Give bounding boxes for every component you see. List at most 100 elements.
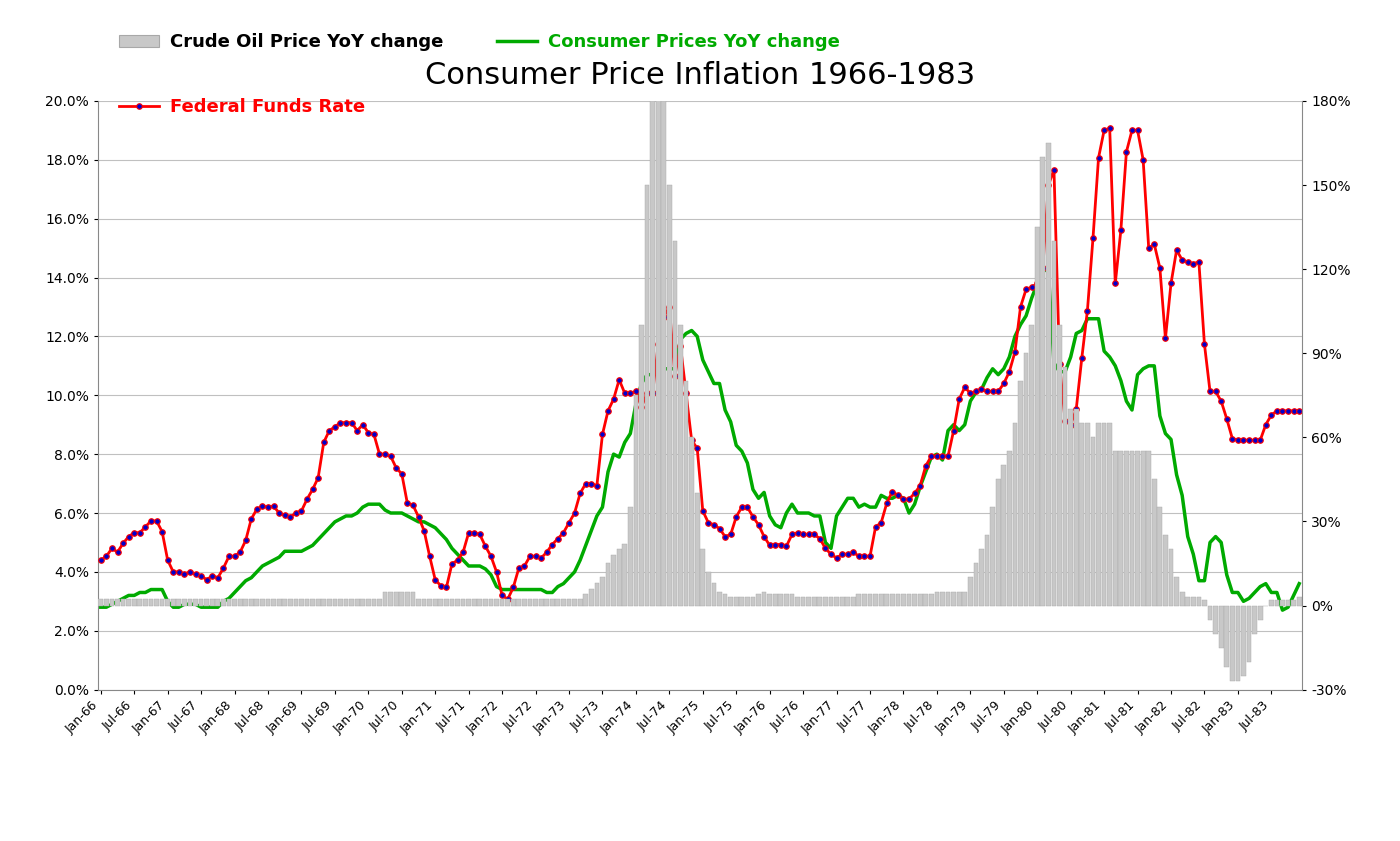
Bar	[466, 599, 470, 606]
Bar	[316, 599, 321, 606]
Bar	[1012, 423, 1018, 606]
Bar	[1231, 606, 1235, 681]
Bar	[132, 599, 137, 606]
Bar	[438, 599, 444, 606]
Bar	[489, 599, 493, 606]
Bar	[1096, 423, 1100, 606]
Bar	[1280, 600, 1285, 606]
Bar	[1152, 479, 1156, 606]
Bar	[354, 599, 360, 606]
Bar	[862, 595, 867, 606]
Bar	[778, 595, 783, 606]
Bar	[1057, 325, 1061, 606]
Bar	[951, 591, 956, 606]
Bar	[655, 73, 661, 606]
Bar	[1257, 606, 1263, 620]
Bar	[165, 599, 169, 606]
Bar	[171, 599, 175, 606]
Bar	[120, 599, 126, 606]
Bar	[962, 591, 967, 606]
Bar	[634, 395, 638, 606]
Bar	[266, 599, 270, 606]
Bar	[857, 595, 861, 606]
Bar	[913, 595, 917, 606]
Bar	[232, 599, 237, 606]
Bar	[1175, 578, 1179, 606]
Bar	[935, 591, 939, 606]
Bar	[907, 595, 911, 606]
Bar	[126, 599, 132, 606]
Bar	[956, 591, 962, 606]
Bar	[1040, 157, 1046, 606]
Bar	[444, 599, 449, 606]
Bar	[154, 599, 158, 606]
Bar	[294, 599, 298, 606]
Bar	[399, 591, 405, 606]
Bar	[1186, 597, 1190, 606]
Bar	[1023, 353, 1029, 606]
Bar	[343, 599, 349, 606]
Bar	[238, 599, 242, 606]
Bar	[829, 597, 833, 606]
Bar	[1252, 606, 1257, 633]
Bar	[322, 599, 326, 606]
Bar	[694, 494, 700, 606]
Bar	[255, 599, 259, 606]
Bar	[1180, 591, 1184, 606]
Bar	[784, 595, 788, 606]
Bar	[739, 597, 745, 606]
Bar	[283, 599, 287, 606]
Bar	[1119, 452, 1123, 606]
Bar	[661, 101, 666, 606]
Bar	[945, 591, 951, 606]
Bar	[260, 599, 265, 606]
Bar	[1113, 452, 1117, 606]
Bar	[137, 599, 143, 606]
Bar	[734, 597, 739, 606]
Bar	[244, 599, 248, 606]
Bar	[176, 599, 181, 606]
Bar	[672, 241, 678, 606]
Bar	[573, 599, 577, 606]
Bar	[1246, 606, 1252, 662]
Bar	[143, 599, 148, 606]
Bar	[193, 599, 197, 606]
Bar	[1141, 452, 1145, 606]
Bar	[410, 591, 416, 606]
Bar	[1214, 606, 1218, 633]
Bar	[517, 599, 521, 606]
Bar	[227, 599, 231, 606]
Bar	[924, 595, 928, 606]
Bar	[339, 599, 343, 606]
Bar	[840, 597, 844, 606]
Bar	[1107, 423, 1112, 606]
Bar	[846, 597, 850, 606]
Bar	[1007, 452, 1012, 606]
Bar	[818, 597, 822, 606]
Bar	[433, 599, 438, 606]
Bar	[629, 507, 633, 606]
Bar	[472, 599, 476, 606]
Bar	[790, 595, 794, 606]
Bar	[834, 597, 839, 606]
Bar	[561, 599, 566, 606]
Bar	[421, 599, 427, 606]
Bar	[160, 599, 164, 606]
Bar	[216, 599, 220, 606]
Bar	[550, 599, 554, 606]
Bar	[973, 563, 979, 606]
Bar	[601, 578, 605, 606]
Bar	[115, 599, 120, 606]
Bar	[182, 599, 186, 606]
Bar	[644, 185, 650, 606]
Bar	[1203, 600, 1207, 606]
Bar	[528, 599, 532, 606]
Bar	[806, 597, 811, 606]
Bar	[890, 595, 895, 606]
Bar	[199, 599, 203, 606]
Bar	[210, 599, 214, 606]
Bar	[1208, 606, 1212, 620]
Bar	[305, 599, 309, 606]
Bar	[1158, 507, 1162, 606]
Bar	[967, 578, 973, 606]
